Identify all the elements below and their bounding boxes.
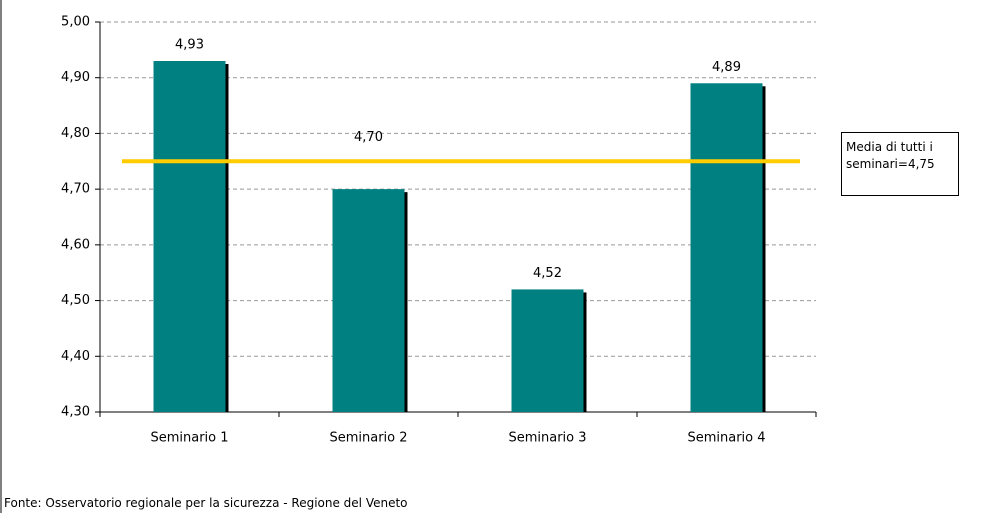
x-tick-label: Seminario 2: [329, 431, 407, 446]
x-tick-label: Seminario 4: [687, 431, 765, 446]
y-tick-label: 4,90: [61, 70, 90, 85]
value-label: 4,93: [175, 38, 204, 53]
y-tick-label: 4,80: [61, 126, 90, 141]
value-label: 4,70: [354, 130, 383, 145]
value-label: 4,52: [533, 266, 562, 281]
x-tick-label: Seminario 1: [150, 431, 228, 446]
y-tick-label: 4,70: [61, 182, 90, 197]
reference-label: Media di tutti i seminari=4,75: [841, 132, 959, 196]
bar: [153, 61, 226, 412]
bar: [511, 289, 584, 412]
source-note: Fonte: Osservatorio regionale per la sic…: [4, 496, 408, 510]
y-tick-label: 5,00: [61, 15, 90, 30]
y-tick-label: 4,40: [61, 349, 90, 364]
bar: [332, 189, 405, 412]
y-tick-label: 4,60: [61, 237, 90, 252]
y-tick-label: 4,50: [61, 293, 90, 308]
bar: [690, 83, 763, 413]
y-tick-label: 4,30: [61, 405, 90, 420]
value-label: 4,89: [712, 60, 741, 75]
x-tick-label: Seminario 3: [508, 431, 586, 446]
